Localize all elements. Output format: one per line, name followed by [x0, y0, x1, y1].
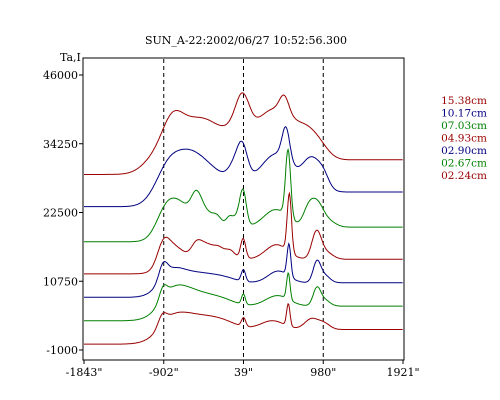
- series-line-04.93cm: [84, 191, 403, 275]
- y-tick-label-3: 10750: [43, 275, 78, 288]
- y-axis-label: Ta,I: [60, 51, 81, 64]
- legend-entry-0: 15.38cm: [441, 95, 487, 107]
- series-line-02.90cm: [84, 242, 403, 298]
- y-tick-label-0: 46000: [43, 69, 78, 82]
- x-tick-label-4: 1921": [386, 366, 419, 379]
- x-tick-label-0: -1843": [66, 366, 103, 379]
- chart-title: SUN_A-22:2002/06/27 10:52:56.300: [145, 34, 347, 47]
- legend-entry-6: 02.24cm: [441, 170, 487, 182]
- legend-entry-2: 07.03cm: [441, 120, 487, 132]
- x-tick-label-3: 980": [310, 366, 336, 379]
- series-line-10.17cm: [84, 126, 403, 208]
- legend-entry-4: 02.90cm: [441, 145, 487, 157]
- series-line-02.67cm: [84, 271, 403, 322]
- legend-entry-1: 10.17cm: [441, 108, 487, 120]
- series-line-07.03cm: [84, 147, 403, 243]
- legend-entry-5: 02.67cm: [441, 158, 487, 170]
- y-tick-label-1: 34250: [43, 138, 78, 151]
- x-tick-label-1: -902": [149, 366, 179, 379]
- series-line-02.24cm: [84, 302, 403, 345]
- series-line-15.38cm: [84, 92, 403, 175]
- legend-entry-3: 04.93cm: [441, 133, 487, 145]
- y-tick-label-2: 22500: [43, 207, 78, 220]
- y-tick-label-4: -1000: [46, 344, 78, 357]
- x-tick-label-2: 39": [234, 366, 253, 379]
